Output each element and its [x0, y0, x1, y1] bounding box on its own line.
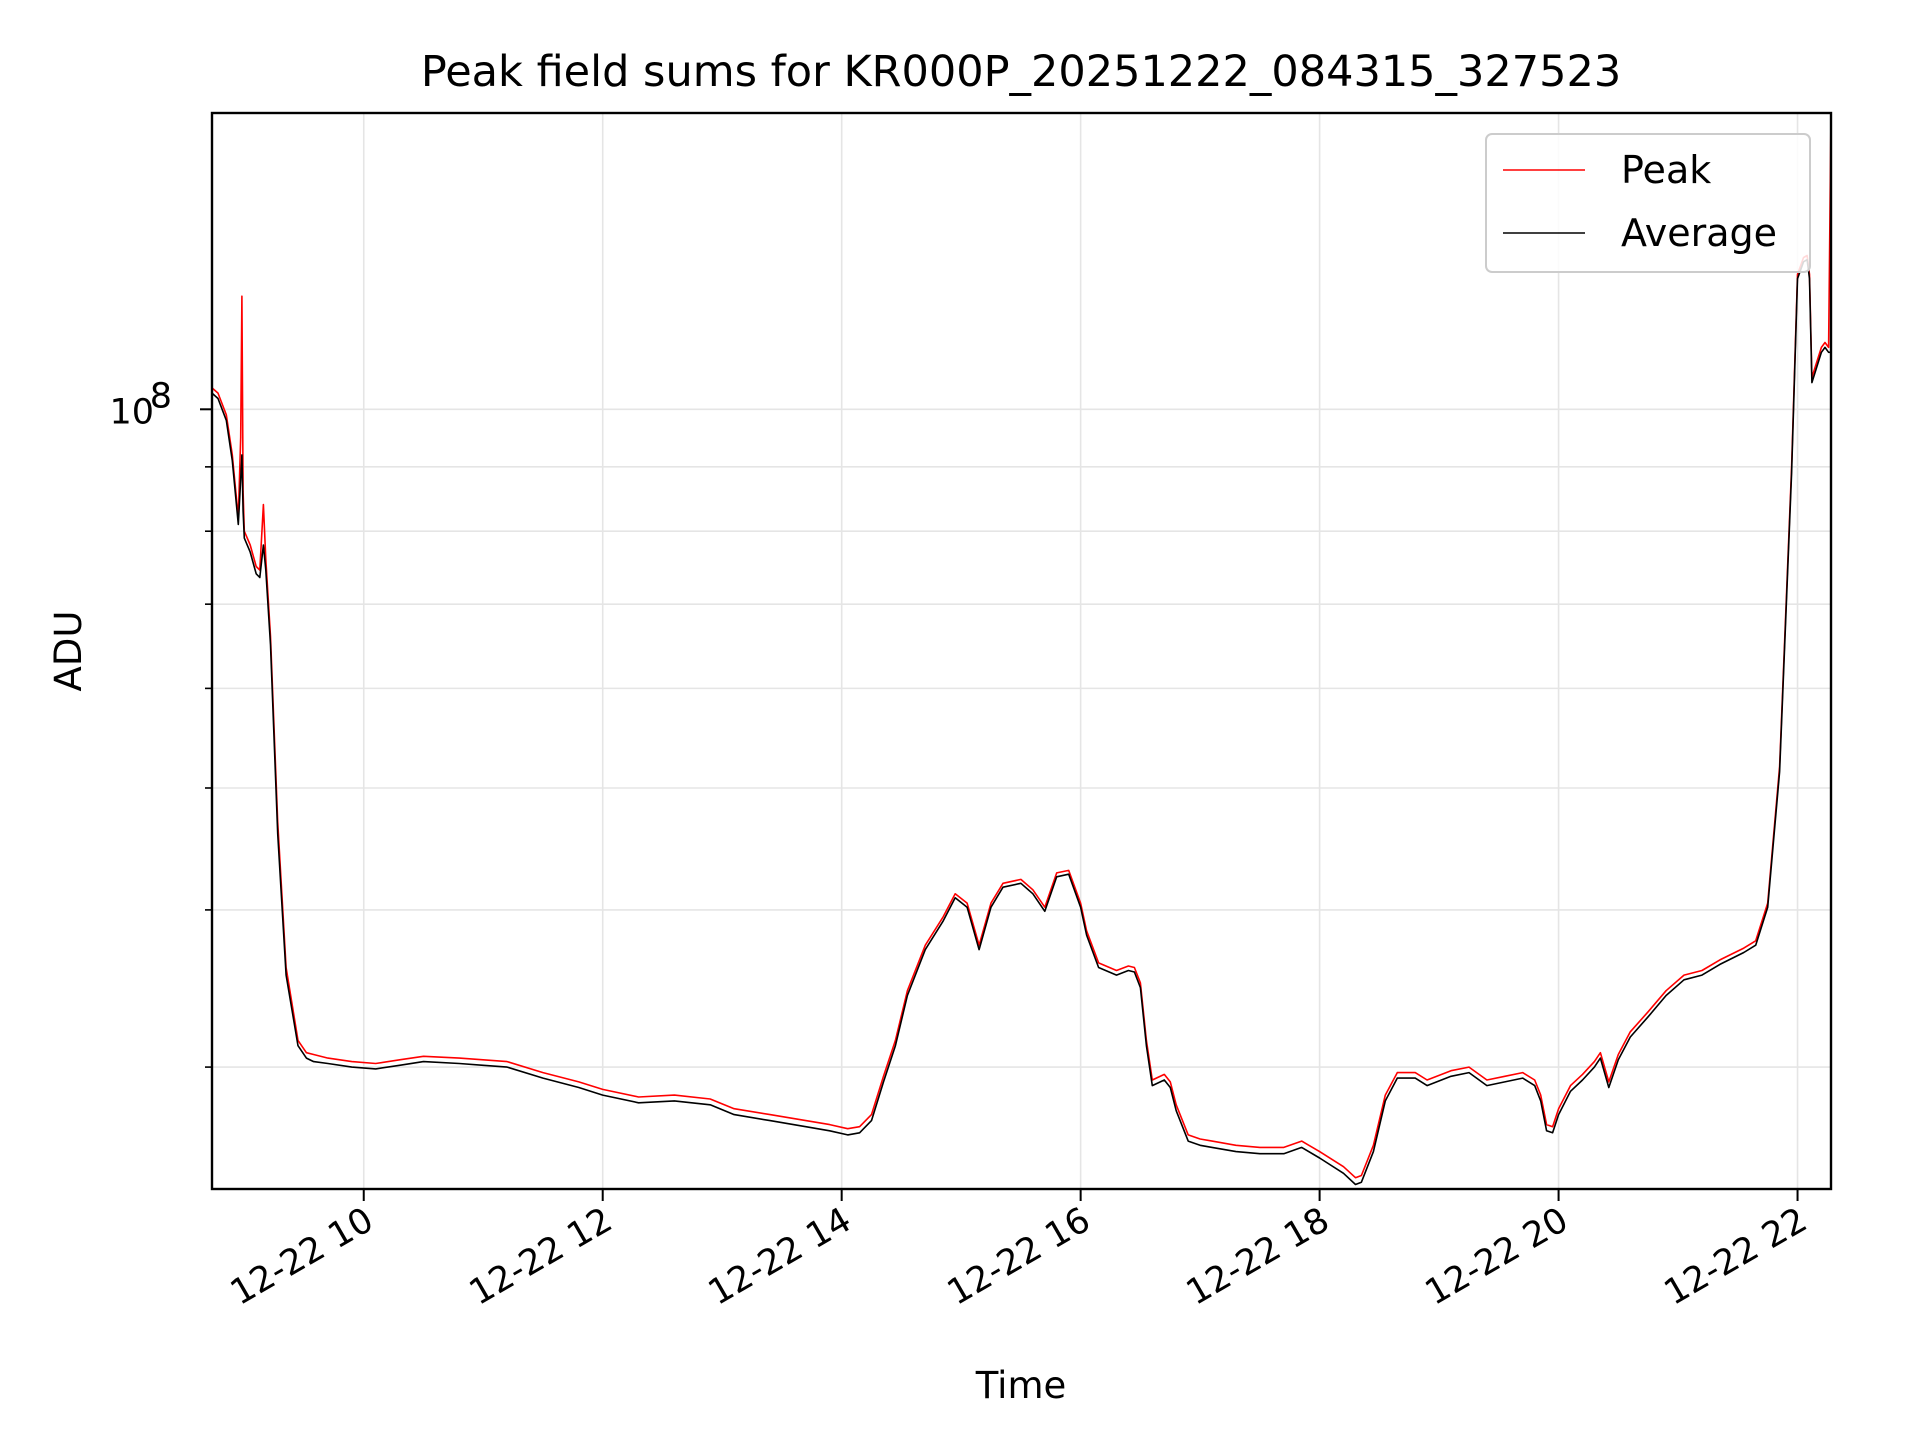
legend-label-average: Average: [1621, 211, 1777, 255]
series-layer: [211, 112, 1832, 1186]
legend: Peak Average: [1485, 133, 1811, 273]
y-tick-label-base: 10: [109, 392, 154, 432]
legend-label-peak: Peak: [1621, 148, 1711, 192]
y-tick-label-exponent: 8: [150, 376, 172, 416]
chart-title: Peak field sums for KR000P_20251222_0843…: [421, 47, 1621, 97]
y-axis-label: ADU: [47, 611, 90, 692]
plot-frame: [210, 111, 1833, 1191]
grid: [212, 113, 1831, 1189]
series-line-average: [211, 258, 1831, 1186]
legend-box: [1485, 133, 1811, 273]
x-axis-label: Time: [975, 1364, 1067, 1407]
series-line-peak: [211, 112, 1832, 1179]
